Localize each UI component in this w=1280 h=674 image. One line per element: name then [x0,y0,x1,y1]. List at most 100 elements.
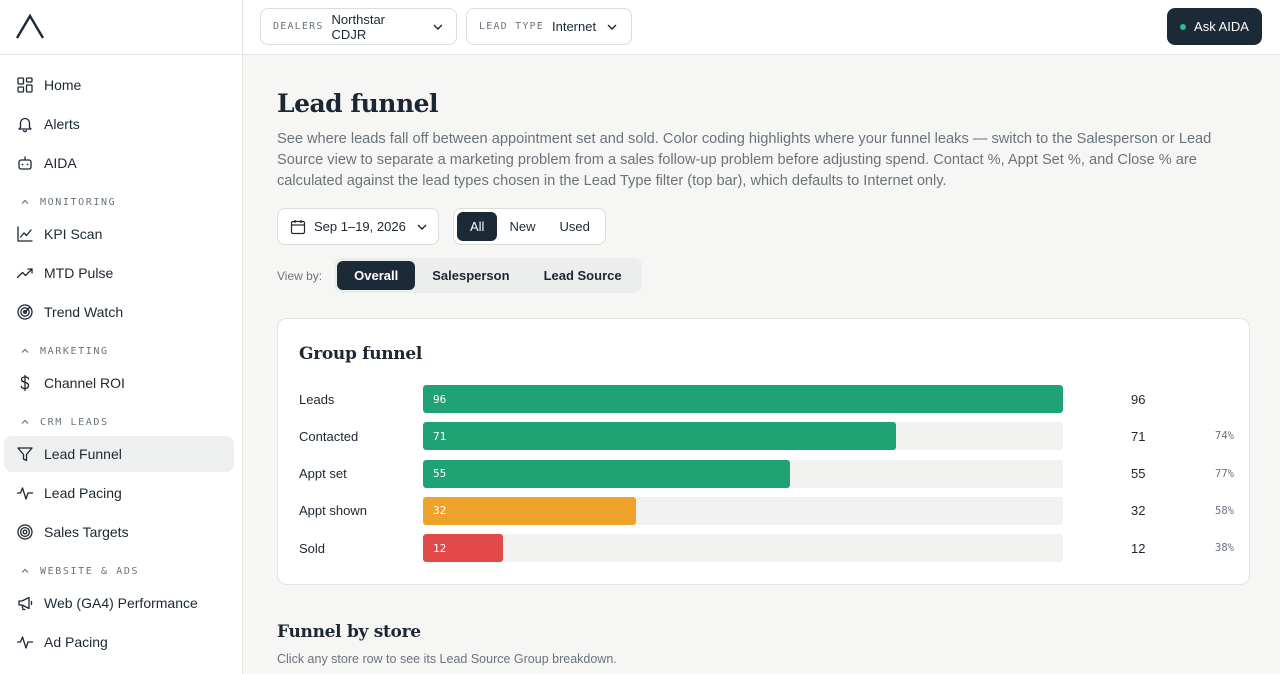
date-range-picker[interactable]: Sep 1–19, 2026 [277,208,439,245]
top-bar: DEALERS Northstar CDJR LEAD TYPE Interne… [243,0,1280,55]
sidebar-section-header[interactable]: MONITORING [0,188,242,216]
sidebar-section-title: MARKETING [40,345,109,357]
group-funnel-title: Group funnel [299,344,423,364]
funnel-bar-track: 12 [423,534,1063,563]
funnel-stage-label: Appt set [299,466,347,482]
sidebar-item-mtd-pulse[interactable]: MTD Pulse [4,255,234,291]
sidebar-item-lead-funnel[interactable]: Lead Funnel [4,436,234,472]
funnel-bar-value: 12 [433,541,447,555]
condition-option-used[interactable]: Used [559,219,590,234]
sidebar-section-header[interactable]: MARKETING [0,337,242,365]
funnel-stage-count: 71 [1131,428,1146,444]
sidebar-item-channel-roi[interactable]: Channel ROI [4,365,234,401]
status-dot-icon [1180,23,1187,30]
funnel-row: Leads 96 96 [299,385,1234,413]
group-funnel-card: Group funnel Leads 96 96 Contacted 71 71… [277,318,1250,585]
calendar-icon [290,219,306,234]
funnel-bar: 32 [423,496,636,525]
condition-option-all[interactable]: All [457,212,498,241]
page-title: Lead funnel [277,89,439,118]
dealers-filter-value: Northstar CDJR [331,11,386,42]
view-tab-overall[interactable]: Overall [337,261,416,290]
funnel-bar: 96 [423,385,1063,413]
sidebar-item-aida[interactable]: AIDA [4,145,234,181]
date-range-value: Sep 1–19, 2026 [314,219,406,234]
view-tab-lead-source[interactable]: Lead Source [543,268,622,283]
aida-logo-icon[interactable] [14,13,46,41]
ask-aida-label: Ask AIDA [1194,19,1249,34]
sidebar-item-lead-pacing[interactable]: Lead Pacing [4,475,234,511]
funnel-stage-count: 96 [1131,391,1146,407]
sidebar-item-trend-watch[interactable]: Trend Watch [4,294,234,330]
funnel-row: Sold 12 12 38% [299,534,1234,563]
sidebar-item-web-ga4-performance[interactable]: Web (GA4) Performance [4,585,234,621]
funnel-by-store-title: Funnel by store [277,622,421,642]
ask-aida-button[interactable]: Ask AIDA [1167,8,1262,45]
sidebar-item-label: KPI Scan [44,226,103,242]
funnel-stage-label: Contacted [299,428,359,444]
funnel-icon [16,445,34,463]
view-by-tabs: Overall Salesperson Lead Source [334,258,642,293]
sidebar-section-header[interactable]: CRM LEADS [0,408,242,436]
condition-option-new[interactable]: New [509,219,536,234]
sidebar-section-header[interactable]: WEBSITE & ADS [0,557,242,585]
megaphone-icon [16,594,34,612]
sidebar-section-title: CRM LEADS [40,416,109,428]
line-chart-icon [16,225,34,243]
sidebar-item-label: Web (GA4) Performance [44,595,198,611]
funnel-stage-conversion: 77% [1215,467,1234,480]
chevron-up-icon [21,199,29,204]
funnel-bar: 71 [423,422,896,451]
funnel-stage-conversion: 38% [1215,542,1234,555]
funnel-bar: 55 [423,459,790,488]
funnel-bar-value: 71 [433,429,447,443]
funnel-bar-value: 55 [433,467,447,481]
sidebar-item-label: Home [44,77,82,93]
funnel-stage-label: Sold [299,540,326,556]
dollar-icon [16,374,34,392]
dealers-filter-label: DEALERS [273,21,324,32]
sidebar-section-title: WEBSITE & ADS [40,565,140,577]
chevron-up-icon [21,348,29,353]
view-by-label: View by: [277,268,323,283]
funnel-row: Appt set 55 55 77% [299,459,1234,488]
sidebar-item-kpi-scan[interactable]: KPI Scan [4,216,234,252]
sidebar-item-sales-targets[interactable]: Sales Targets [4,514,234,550]
chevron-up-icon [21,419,29,424]
funnel-bar-track: 32 [423,496,1063,525]
sidebar-item-ad-pacing[interactable]: Ad Pacing [4,624,234,660]
condition-toggle: All New Used [453,208,606,245]
view-tab-salesperson[interactable]: Salesperson [432,268,510,283]
funnel-bar-track: 55 [423,459,1063,488]
sidebar-item-home[interactable]: Home [4,67,234,103]
lead-type-filter[interactable]: LEAD TYPE Internet [466,8,632,45]
funnel-bar-value: 32 [433,504,447,518]
funnel-stage-label: Leads [299,391,335,407]
funnel-stage-conversion: 58% [1215,504,1234,517]
chevron-down-icon [417,224,427,230]
sidebar: Home Alerts AIDA MONITORING KPI Scan MTD Puls… [0,0,243,674]
grid-icon [16,76,34,94]
page-description: See where leads fall off between appoint… [277,131,1212,189]
funnel-bar-value: 96 [433,392,447,406]
target-icon [16,523,34,541]
sidebar-nav: Home Alerts AIDA MONITORING KPI Scan MTD Puls… [0,55,242,660]
sidebar-item-label: Sales Targets [44,524,129,540]
funnel-stage-count: 32 [1131,503,1146,519]
funnel-bar-track: 96 [423,385,1063,413]
sidebar-item-label: Alerts [44,116,80,132]
sidebar-item-alerts[interactable]: Alerts [4,106,234,142]
trend-up-icon [16,264,34,282]
pulse-icon [16,484,34,502]
bell-icon [16,115,34,133]
funnel-stage-count: 55 [1131,466,1146,482]
sidebar-item-label: MTD Pulse [44,265,114,281]
funnel-row: Appt shown 32 32 58% [299,496,1234,525]
dealers-filter[interactable]: DEALERS Northstar CDJR [260,8,457,45]
sidebar-item-label: Lead Funnel [44,446,122,462]
lead-type-filter-value: Internet [552,19,597,34]
funnel-by-store-subtitle: Click any store row to see its Lead Sour… [277,652,617,666]
funnel-bar: 12 [423,534,503,563]
funnel-row: Contacted 71 71 74% [299,422,1234,451]
bot-icon [16,154,34,172]
